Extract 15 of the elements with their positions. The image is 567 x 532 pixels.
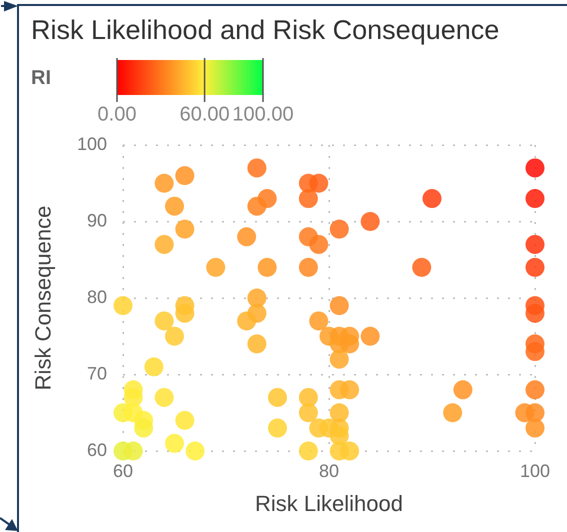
y-tick-label: 70: [86, 363, 107, 384]
color-bar-label: 0.00: [98, 104, 136, 126]
x-axis-title: Risk Likelihood: [255, 490, 403, 516]
y-axis-title: Risk Consequence: [30, 206, 56, 390]
y-tick-label: 60: [86, 440, 107, 460]
y-tick-label: 100: [76, 134, 107, 154]
y-tick-label: 80: [86, 286, 107, 307]
x-tick-label: 100: [520, 460, 550, 481]
chart-title: Risk Likelihood and Risk Consequence: [31, 15, 500, 45]
x-tick-label: 60: [112, 460, 134, 481]
y-tick-label: 90: [86, 210, 107, 230]
color-bar-label: 60.00: [180, 104, 230, 126]
color-bar-title: RI: [31, 67, 51, 90]
color-bar-label: 100.00: [232, 104, 294, 126]
x-tick-label: 80: [318, 460, 340, 481]
